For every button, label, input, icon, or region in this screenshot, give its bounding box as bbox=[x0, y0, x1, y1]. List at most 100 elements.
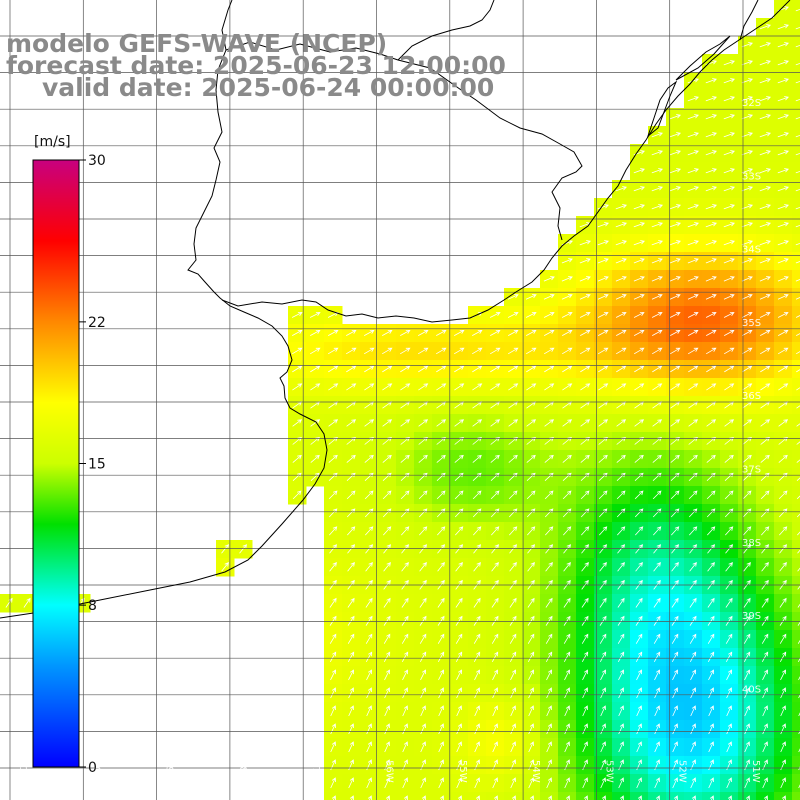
wind-arrow bbox=[564, 687, 570, 699]
wind-arrow bbox=[400, 330, 411, 336]
wind-arrow bbox=[669, 258, 681, 264]
wind-arrow bbox=[723, 258, 735, 264]
wind-arrow bbox=[438, 741, 444, 753]
wind-arrow bbox=[669, 114, 681, 120]
wind-arrow bbox=[616, 419, 627, 427]
wind-arrow bbox=[634, 365, 645, 373]
wind-arrow bbox=[723, 294, 735, 300]
wind-arrow bbox=[329, 651, 337, 662]
wind-arrow bbox=[472, 365, 483, 373]
wind-arrow bbox=[599, 615, 607, 626]
wind-arrow bbox=[633, 168, 645, 174]
wind-arrow bbox=[687, 204, 699, 210]
lon-label: 51W bbox=[750, 760, 761, 783]
wind-arrow bbox=[382, 490, 392, 500]
wind-arrow bbox=[328, 365, 339, 373]
wind-arrow bbox=[706, 365, 717, 373]
wind-arrow bbox=[672, 777, 678, 789]
wind-arrow bbox=[562, 472, 572, 481]
wind-arrow bbox=[763, 795, 768, 800]
wind-arrow bbox=[599, 544, 608, 554]
wind-arrow bbox=[760, 383, 771, 391]
wind-arrow bbox=[473, 597, 481, 608]
speed-cell bbox=[792, 72, 800, 91]
wind-arrow bbox=[527, 544, 536, 554]
wind-arrow bbox=[581, 597, 589, 608]
wind-arrow bbox=[759, 204, 771, 210]
wind-arrow bbox=[744, 669, 750, 681]
wind-arrow bbox=[582, 741, 588, 753]
wind-arrow bbox=[618, 741, 624, 753]
wind-arrow bbox=[615, 347, 627, 355]
wind-arrow bbox=[688, 330, 699, 336]
wind-arrow bbox=[777, 168, 789, 174]
speed-cell bbox=[792, 378, 800, 397]
wind-arrow bbox=[363, 347, 375, 355]
wind-arrow bbox=[474, 741, 480, 753]
wind-arrow bbox=[689, 633, 697, 644]
wind-arrow bbox=[526, 330, 537, 336]
wind-arrow bbox=[454, 330, 465, 336]
wind-arrow bbox=[743, 615, 751, 626]
wind-arrow bbox=[795, 98, 800, 102]
wind-arrow bbox=[402, 741, 408, 753]
wind-arrow bbox=[744, 705, 750, 717]
wind-arrow bbox=[672, 741, 678, 753]
wind-arrow bbox=[635, 597, 643, 608]
wind-arrow bbox=[527, 597, 535, 608]
wind-arrow bbox=[598, 419, 609, 427]
wind-arrow bbox=[579, 294, 591, 300]
wind-arrow bbox=[401, 633, 409, 644]
wind-arrow bbox=[741, 96, 753, 102]
border-path bbox=[225, 41, 583, 241]
wind-arrow bbox=[364, 419, 375, 427]
wind-arrow bbox=[420, 687, 426, 699]
speed-cell bbox=[666, 792, 685, 800]
wind-arrow bbox=[565, 795, 570, 800]
wind-arrow bbox=[759, 78, 771, 84]
wind-arrow bbox=[544, 490, 554, 500]
wind-arrow bbox=[726, 741, 732, 753]
wind-arrow bbox=[742, 383, 753, 391]
wind-arrow bbox=[797, 657, 800, 662]
wind-arrow bbox=[543, 347, 555, 355]
wind-arrow bbox=[364, 365, 375, 373]
colorbar-tick-label: 15 bbox=[88, 457, 106, 473]
wind-arrow bbox=[653, 651, 661, 662]
wind-arrow bbox=[383, 544, 392, 554]
wind-arrow bbox=[474, 723, 480, 735]
wind-arrow bbox=[651, 168, 663, 174]
wind-arrow bbox=[438, 723, 444, 735]
wind-arrow bbox=[436, 472, 446, 481]
wind-arrow bbox=[688, 490, 698, 500]
wind-arrow bbox=[760, 472, 770, 481]
wind-arrow bbox=[741, 78, 753, 84]
wind-arrow bbox=[347, 544, 356, 554]
speed-cell bbox=[432, 792, 451, 800]
wind-arrow bbox=[349, 795, 354, 800]
wind-arrow bbox=[383, 597, 391, 608]
wind-arrow bbox=[367, 795, 372, 800]
wind-arrow bbox=[239, 544, 248, 554]
wind-arrow bbox=[582, 705, 588, 717]
wind-arrow bbox=[743, 651, 751, 662]
speed-cell bbox=[792, 396, 800, 415]
speed-cell bbox=[378, 792, 397, 800]
wind-arrow bbox=[402, 669, 408, 681]
wind-arrow bbox=[759, 168, 771, 174]
wind-arrow bbox=[365, 615, 373, 626]
lat-label: 39S bbox=[742, 611, 761, 622]
speed-cell bbox=[792, 108, 800, 127]
colorbar-tick-label: 0 bbox=[88, 760, 97, 776]
wind-arrow bbox=[616, 330, 627, 336]
wind-arrow bbox=[364, 383, 375, 391]
wind-arrow bbox=[687, 132, 699, 138]
wind-arrow bbox=[527, 562, 535, 572]
wind-arrow bbox=[795, 134, 800, 138]
wind-arrow bbox=[525, 312, 537, 318]
wind-arrow bbox=[778, 472, 788, 481]
speed-cell bbox=[792, 684, 800, 703]
wind-arrow bbox=[384, 669, 390, 681]
wind-arrow bbox=[474, 669, 480, 681]
